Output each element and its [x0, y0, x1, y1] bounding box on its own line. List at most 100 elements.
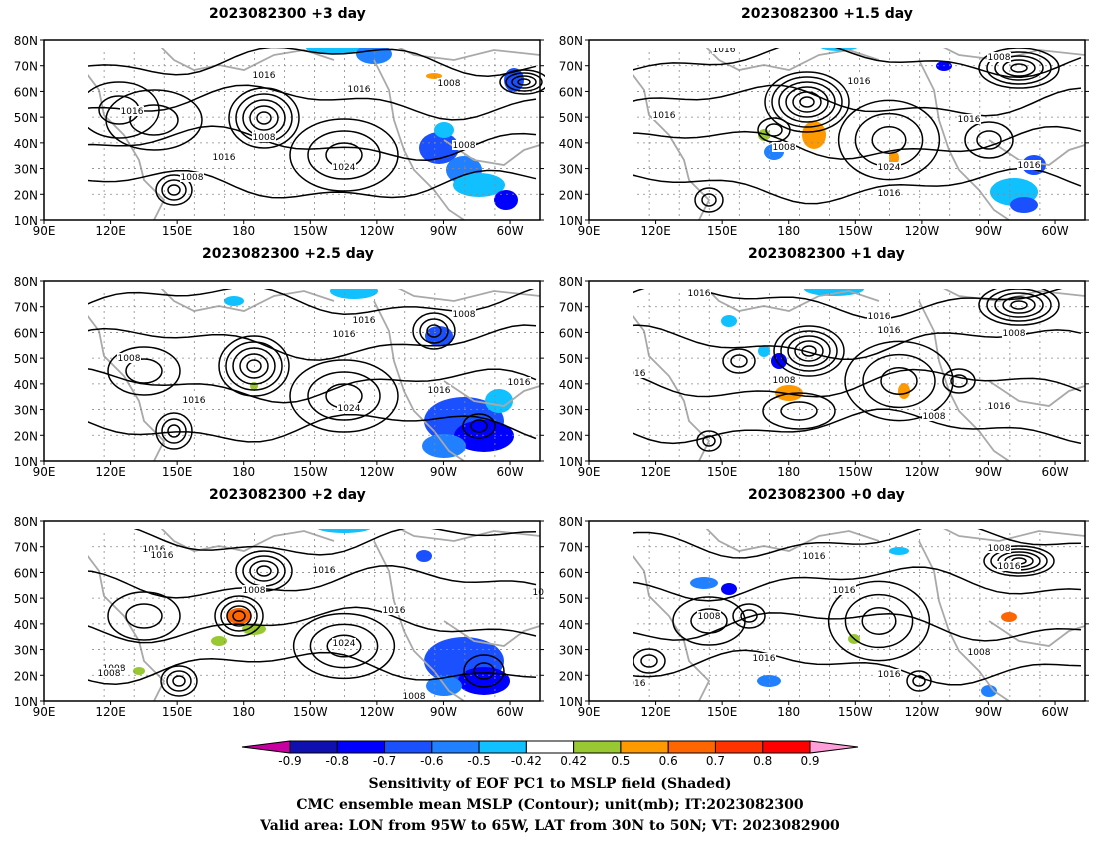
high-pressure-contour — [964, 121, 1014, 159]
contour-label: 1016 — [353, 316, 376, 326]
colorbar-swatch — [573, 740, 622, 754]
low-pressure-contour — [239, 353, 269, 379]
contour-label: 1016 — [878, 189, 901, 199]
low-pressure-contour — [740, 609, 758, 623]
high-pressure-contour — [844, 340, 954, 422]
longitude-label: 90E — [578, 465, 601, 478]
contour-label: 1024 — [333, 639, 356, 649]
contour-label: 1016 — [848, 77, 871, 87]
contour-label: 1016 — [653, 111, 676, 121]
low-pressure-contour — [906, 670, 932, 692]
longitude-label: 120W — [904, 224, 939, 237]
map-frame — [43, 39, 541, 221]
low-pressure-contour — [780, 330, 838, 372]
high-pressure-contour — [129, 104, 179, 136]
high-pressure-contour — [762, 392, 836, 430]
longitude-label: 180 — [777, 224, 800, 237]
low-pressure-contour — [640, 654, 658, 668]
contour-label: 1016 — [868, 312, 891, 322]
longitude-label: 180 — [232, 224, 255, 237]
colorbar-swatch — [667, 740, 716, 754]
high-pressure-contour — [292, 612, 396, 680]
contour-label: 1016 — [348, 85, 371, 95]
longitude-label: 150E — [707, 705, 738, 718]
sensitivity-shading — [721, 315, 737, 327]
colorbar-tick-label: 0.9 — [800, 754, 819, 768]
low-pressure-contour — [990, 548, 1048, 574]
isobar-contour — [88, 169, 537, 199]
low-pressure-contour — [785, 86, 829, 118]
longitude-label: 150E — [707, 224, 738, 237]
coastline — [633, 73, 711, 221]
latitude-label: 70N — [14, 301, 38, 315]
colorbar-max-triangle — [809, 740, 859, 754]
latitude-label: 70N — [559, 301, 583, 315]
low-pressure-contour — [730, 354, 748, 368]
latitude-label: 10N — [14, 455, 38, 469]
latitude-label: 60N — [559, 85, 583, 99]
latitude-label: 80N — [14, 275, 38, 289]
latitude-label: 50N — [14, 592, 38, 606]
contour-label: 1016 — [878, 326, 901, 336]
colorbar-tick-label: -0.7 — [373, 754, 396, 768]
colorbar-swatch — [336, 740, 386, 754]
colorbar-swatch — [478, 740, 527, 754]
coastline — [918, 300, 1010, 462]
panel-title-3: 2023082300 +2.5 day — [202, 246, 374, 262]
sensitivity-shading — [889, 151, 899, 165]
low-pressure-contour — [463, 654, 505, 688]
isobar-contour — [633, 368, 1082, 398]
coastline — [918, 540, 1010, 702]
high-pressure-contour — [862, 353, 936, 409]
contour-label: 1008 — [988, 53, 1011, 63]
latitude-label: 30N — [559, 404, 583, 418]
contour-label: 1016 — [998, 562, 1021, 572]
coastline — [988, 139, 1086, 166]
low-pressure-contour — [1002, 296, 1036, 314]
colorbar-tick-label: -0.5 — [467, 754, 490, 768]
isobar-contour — [88, 606, 537, 644]
latitude-label: 40N — [14, 618, 38, 632]
low-pressure-contour — [799, 96, 815, 108]
longitude-label: 150W — [838, 224, 873, 237]
high-pressure-contour — [105, 89, 203, 151]
low-pressure-contour — [722, 348, 756, 374]
low-pressure-contour — [167, 424, 181, 438]
sensitivity-shading — [330, 289, 378, 299]
high-pressure-contour — [861, 607, 897, 635]
latitude-label: 80N — [14, 34, 38, 48]
longitude-label: 90E — [578, 224, 601, 237]
low-pressure-contour — [773, 325, 845, 377]
colorbar-swatch — [620, 740, 669, 754]
longitude-label: 150W — [293, 224, 328, 237]
colorbar-tick-label: -0.6 — [420, 754, 443, 768]
isobar-contour — [633, 125, 1082, 160]
footer-line-2: CMC ensemble mean MSLP (Contour); unit(m… — [296, 797, 804, 813]
low-pressure-contour — [994, 292, 1044, 318]
latitude-label: 60N — [14, 85, 38, 99]
map-panel-4: 1016 1016 1016 1008 1016 1008 1008 1016 80N 70N 60… — [559, 275, 1089, 478]
coastline — [705, 289, 880, 312]
contour-label: 1016 — [253, 71, 276, 81]
contour-label: 1016 — [623, 679, 646, 689]
latitude-label: 30N — [14, 644, 38, 658]
latitude-label: 80N — [14, 515, 38, 529]
latitude-label: 10N — [14, 695, 38, 709]
low-pressure-contour — [232, 610, 246, 622]
low-pressure-contour — [1010, 300, 1028, 310]
low-pressure-contour — [517, 78, 531, 86]
low-pressure-contour — [88, 81, 160, 139]
longitude-label: 120W — [359, 705, 394, 718]
latitude-label: 70N — [559, 541, 583, 555]
coastline — [988, 380, 1086, 407]
coastline — [942, 529, 1086, 542]
low-pressure-contour — [765, 123, 783, 137]
sensitivity-shading — [454, 420, 514, 452]
longitude-label: 60W — [1041, 224, 1068, 237]
isobar-contour — [633, 167, 1082, 205]
longitude-label: 90E — [33, 224, 56, 237]
map-panel-2: 1016100810081016101610241016100810161016… — [559, 34, 1089, 237]
high-pressure-contour — [307, 371, 381, 421]
low-pressure-contour — [220, 600, 258, 632]
low-pressure-contour — [249, 105, 279, 131]
